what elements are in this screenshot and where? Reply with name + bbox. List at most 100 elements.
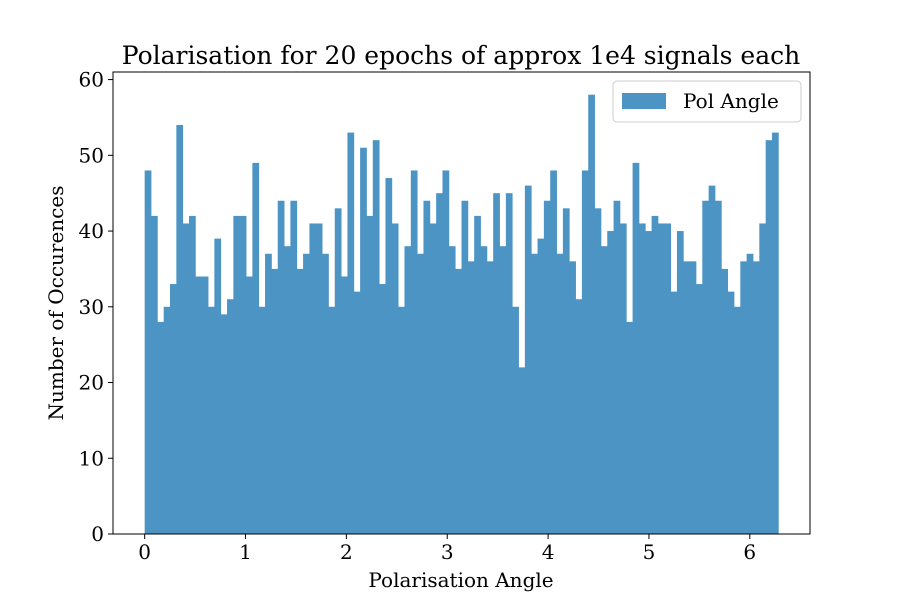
histogram-bar <box>176 125 184 535</box>
histogram-bar <box>531 253 538 534</box>
histogram-bar <box>493 193 500 534</box>
histogram-bar <box>220 314 228 534</box>
y-tick-label: 50 <box>79 143 104 167</box>
histogram-bar <box>163 306 171 534</box>
y-tick-label: 30 <box>79 295 104 319</box>
histogram-bar <box>651 215 659 534</box>
histogram-bar <box>524 185 532 534</box>
x-axis-label: Polarisation Angle <box>368 568 553 592</box>
histogram-bar <box>638 223 646 534</box>
histogram-bar <box>556 253 564 534</box>
histogram-bar <box>246 276 253 534</box>
histogram-bar <box>341 276 348 534</box>
histogram-bar <box>410 170 418 534</box>
bars-group <box>144 94 779 535</box>
histogram-bar <box>581 170 589 534</box>
histogram-bar <box>695 284 703 534</box>
histogram-bar <box>360 147 367 534</box>
x-tick-label: 0 <box>138 540 151 564</box>
histogram-bar <box>619 223 627 534</box>
histogram-bar <box>347 132 355 535</box>
histogram-bar <box>683 261 691 534</box>
histogram-bar <box>562 208 570 534</box>
histogram-bar <box>334 208 342 534</box>
y-tick-label: 0 <box>91 522 104 546</box>
histogram-bar <box>372 140 380 534</box>
histogram-bar <box>366 215 374 534</box>
histogram-bar <box>512 306 519 534</box>
histogram-bar <box>569 261 576 534</box>
histogram-bar <box>474 215 481 534</box>
histogram-bar <box>670 291 678 534</box>
histogram-bar <box>170 284 177 534</box>
plot-frame <box>112 71 811 535</box>
histogram-bar <box>455 268 462 534</box>
histogram-bar <box>505 193 513 534</box>
histogram-bar <box>676 231 684 534</box>
y-axis-ticks: 0 10 20 30 40 50 60 <box>79 68 113 546</box>
histogram-bar <box>265 253 272 534</box>
histogram-bar <box>727 291 735 534</box>
y-tick-label: 20 <box>79 371 104 395</box>
histogram-bar <box>195 276 203 534</box>
histogram-bar <box>201 276 209 534</box>
histogram-bar <box>702 200 710 535</box>
histogram-bar <box>543 200 551 535</box>
histogram-bar <box>518 367 526 534</box>
histogram-bar <box>296 268 304 534</box>
y-tick-label: 10 <box>79 446 104 470</box>
histogram-bar <box>391 223 399 534</box>
histogram-bar <box>600 246 608 534</box>
x-tick-label: 5 <box>643 540 656 564</box>
histogram-bar <box>182 223 190 534</box>
histogram-bar <box>626 321 633 534</box>
histogram-bar <box>480 246 488 534</box>
histogram-bar <box>632 162 640 534</box>
histogram-bar <box>759 223 767 534</box>
histogram-bar <box>189 215 196 534</box>
chart-title: Polarisation for 20 epochs of approx 1e4… <box>122 41 800 70</box>
histogram-bar <box>436 193 443 534</box>
histogram-bar <box>315 223 323 534</box>
legend-label: Pol Angle <box>683 89 779 113</box>
histogram-bar <box>486 261 494 534</box>
histogram-bar <box>594 208 602 534</box>
histogram-bar <box>771 132 779 535</box>
histogram-bar <box>404 246 412 534</box>
histogram-bar <box>689 261 697 534</box>
histogram-bar <box>353 291 361 534</box>
histogram-bar <box>239 215 247 534</box>
histogram-bar <box>303 253 310 534</box>
legend-box <box>612 80 802 123</box>
histogram-bar <box>607 231 614 534</box>
x-axis-ticks: 0 1 2 3 4 5 6 <box>138 534 756 564</box>
histogram-bar <box>252 162 260 534</box>
histogram-bar <box>144 170 152 534</box>
x-tick-label: 1 <box>239 540 252 564</box>
x-tick-label: 6 <box>743 540 756 564</box>
histogram-bar <box>277 200 285 535</box>
x-tick-label: 4 <box>542 540 555 564</box>
histogram-bar <box>214 238 222 534</box>
histogram-bar <box>208 306 215 534</box>
histogram-bar <box>714 200 722 535</box>
histogram-bar <box>290 200 298 535</box>
histogram-bar <box>575 299 583 534</box>
y-axis-label: Number of Occurences <box>44 186 68 421</box>
legend-swatch <box>622 93 666 109</box>
histogram-bar <box>537 238 545 534</box>
histogram-bar <box>227 299 234 534</box>
histogram-bar <box>379 284 386 534</box>
histogram-bar <box>657 223 665 534</box>
histogram-bar <box>157 321 165 534</box>
histogram-bar <box>417 253 424 534</box>
histogram-bar <box>708 185 716 534</box>
histogram-bar <box>765 140 773 534</box>
histogram-bar <box>429 223 437 534</box>
histogram-bar <box>588 94 595 534</box>
histogram-bar <box>752 261 760 534</box>
x-tick-label: 2 <box>340 540 353 564</box>
histogram-bar <box>448 246 456 534</box>
histogram-bar <box>284 246 291 534</box>
